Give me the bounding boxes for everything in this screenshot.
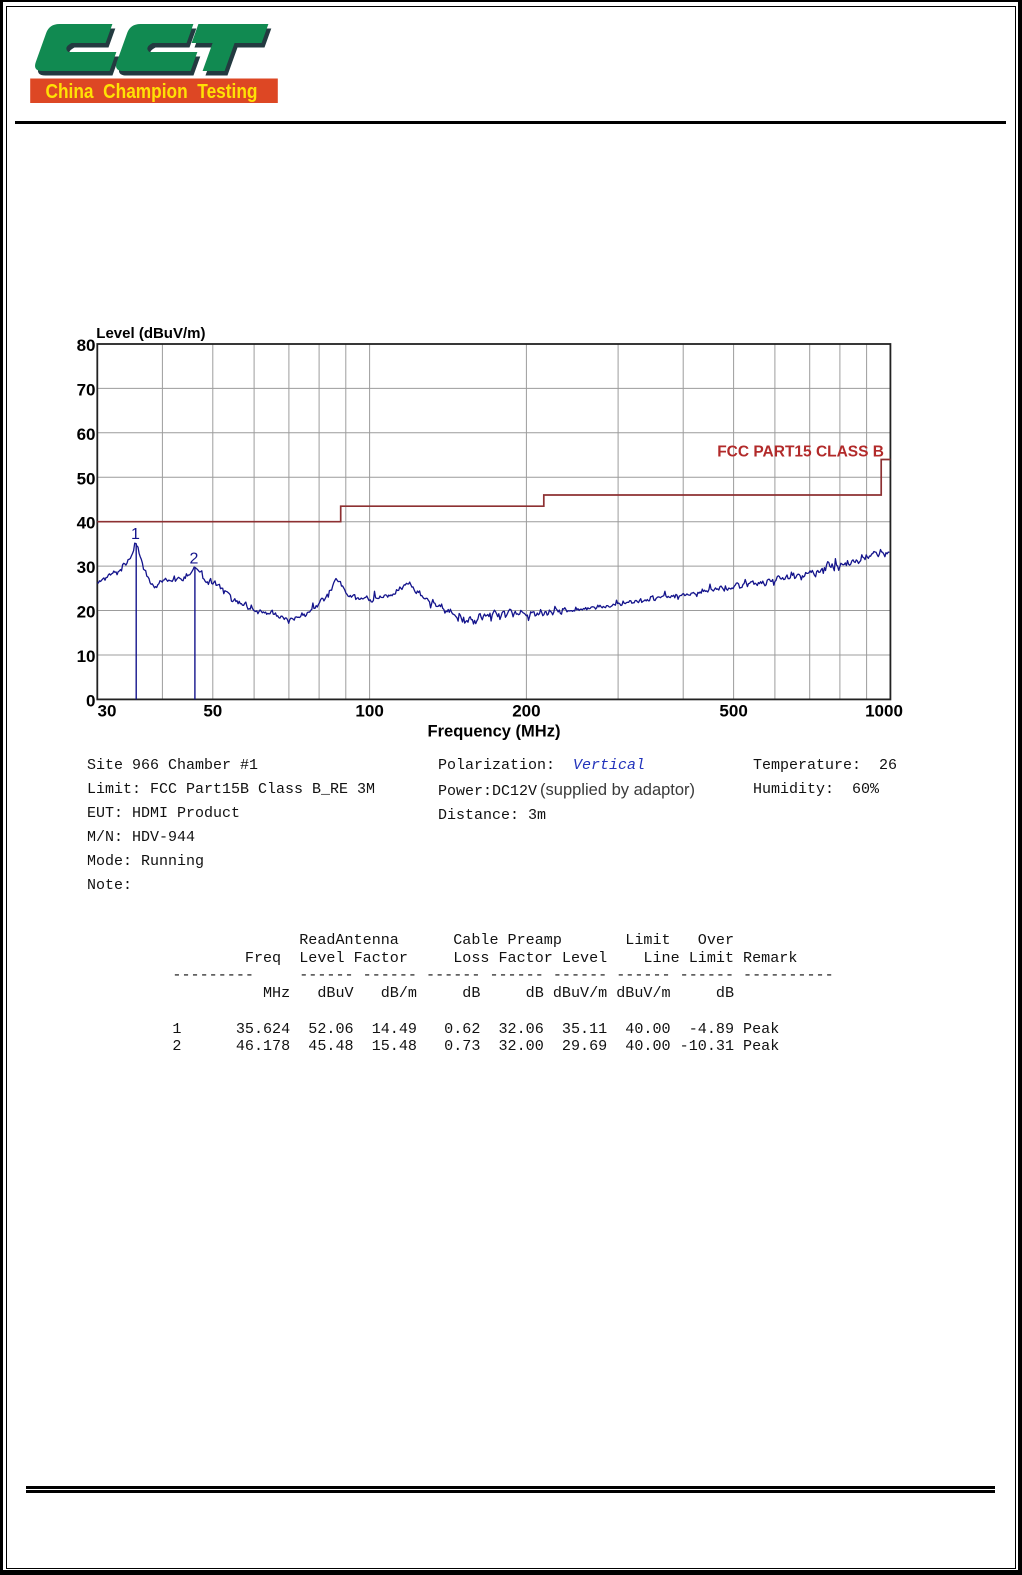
svg-text:Frequency (MHz): Frequency (MHz) bbox=[428, 723, 561, 741]
svg-text:10: 10 bbox=[77, 647, 96, 666]
svg-text:100: 100 bbox=[355, 702, 383, 721]
svg-text:China Champion Testing: China Champion Testing bbox=[46, 80, 258, 103]
svg-text:1000: 1000 bbox=[865, 702, 903, 721]
svg-text:50: 50 bbox=[77, 469, 96, 488]
svg-text:40: 40 bbox=[77, 514, 96, 533]
svg-text:70: 70 bbox=[77, 380, 96, 399]
svg-text:Level (dBuV/m): Level (dBuV/m) bbox=[96, 325, 205, 342]
svg-text:200: 200 bbox=[512, 702, 540, 721]
svg-text:60: 60 bbox=[77, 425, 96, 444]
svg-text:50: 50 bbox=[203, 702, 222, 721]
svg-text:80: 80 bbox=[77, 336, 96, 355]
svg-text:0: 0 bbox=[86, 691, 95, 710]
svg-text:20: 20 bbox=[77, 603, 96, 622]
svg-text:500: 500 bbox=[719, 702, 747, 721]
svg-text:2: 2 bbox=[190, 551, 199, 568]
svg-text:30: 30 bbox=[77, 558, 96, 577]
svg-text:1: 1 bbox=[131, 526, 140, 543]
svg-text:FCC PART15 CLASS B: FCC PART15 CLASS B bbox=[717, 444, 884, 461]
svg-text:30: 30 bbox=[98, 702, 117, 721]
